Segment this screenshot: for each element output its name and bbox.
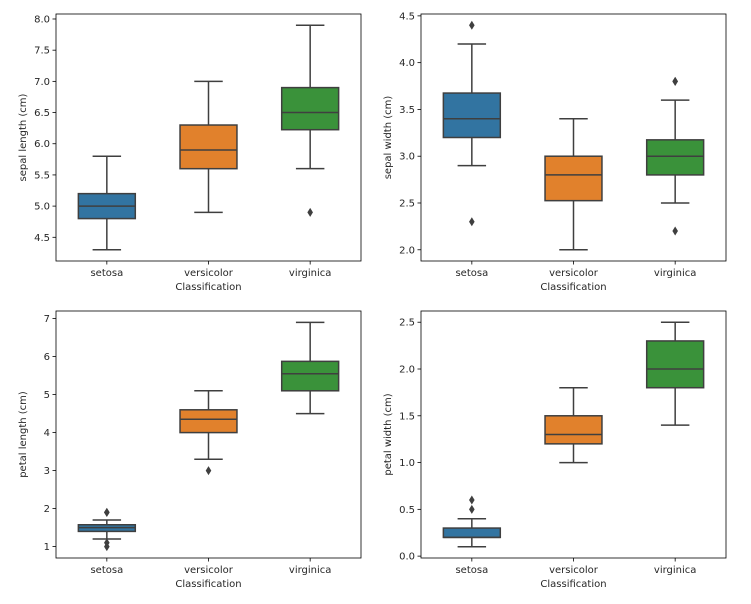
x-tick-label: versicolor [184, 268, 234, 279]
iqr-box [544, 415, 603, 445]
subplot-3: 1 2 3 4 5 6 7 setosa versicolor virginica Classifi… [18, 310, 362, 590]
y-tick-label: 2 [44, 504, 50, 515]
y-tick-label: 2.0 [399, 245, 415, 256]
iqr-box [645, 340, 705, 389]
iqr-box [442, 92, 502, 139]
y-tick-label: 7.5 [34, 46, 50, 57]
iqr-box [442, 527, 502, 539]
x-tick-label: virginica [289, 565, 332, 576]
iqr-box [280, 360, 340, 392]
y-tick-label: 8.0 [34, 14, 50, 25]
x-tick-label: setosa [90, 268, 123, 279]
y-tick-label: 7 [44, 314, 50, 325]
x-axis-label: Classification [175, 579, 241, 590]
y-tick-label: 5 [44, 390, 50, 401]
x-tick-label: versicolor [549, 268, 599, 279]
x-tick-label: versicolor [184, 565, 234, 576]
outlier-point [469, 495, 475, 505]
outlier-point [307, 207, 313, 217]
y-tick-label: 6.5 [34, 108, 50, 119]
outlier-point [672, 226, 678, 236]
x-tick-label: virginica [654, 268, 697, 279]
iqr-box [179, 124, 238, 170]
box-virginica [645, 76, 705, 236]
x-tick-label: setosa [455, 565, 488, 576]
outlier-point [469, 20, 475, 30]
y-tick-label: 2.5 [399, 198, 415, 209]
y-tick-label: 4.5 [399, 11, 415, 22]
box-virginica [280, 24, 340, 217]
outlier-point [104, 542, 110, 552]
y-tick-label: 5.0 [34, 202, 50, 213]
y-tick-label: 2.5 [399, 318, 415, 329]
y-axis-label: sepal length (cm) [18, 93, 29, 181]
y-tick-label: 4.0 [399, 58, 415, 69]
x-axis-label: Classification [540, 579, 606, 590]
y-axis-label: petal width (cm) [383, 393, 394, 475]
x-axis-label: Classification [175, 282, 241, 293]
box-versicolor [544, 118, 603, 251]
y-axis-label: sepal width (cm) [383, 96, 394, 180]
iqr-box [645, 139, 705, 176]
iqr-box [280, 86, 340, 131]
iqr-box [179, 409, 238, 434]
y-tick-label: 6 [44, 352, 50, 363]
y-tick-label: 1.0 [399, 458, 415, 469]
box-virginica [280, 321, 340, 415]
y-tick-label: 0.0 [399, 552, 415, 563]
subplot-4: 0.0 0.5 1.0 1.5 2.0 2.5 setosa versicolor virgin… [383, 310, 727, 590]
x-tick-label: virginica [654, 565, 697, 576]
x-tick-label: versicolor [549, 565, 599, 576]
y-tick-label: 4 [44, 428, 50, 439]
x-axis-label: Classification [540, 282, 606, 293]
y-tick-label: 3.5 [399, 105, 415, 116]
y-axis-label: petal length (cm) [18, 391, 29, 478]
y-tick-label: 3.0 [399, 152, 415, 163]
box-setosa [442, 20, 502, 227]
box-setosa [77, 507, 137, 552]
y-tick-label: 1 [44, 542, 50, 553]
subplot-2: 2.0 2.5 3.0 3.5 4.0 4.5 setosa versicolor virgin… [383, 11, 727, 293]
y-tick-label: 2.0 [399, 365, 415, 376]
y-tick-label: 3 [44, 466, 50, 477]
y-tick-label: 0.5 [399, 505, 415, 516]
y-tick-label: 5.5 [34, 170, 50, 181]
outlier-point [469, 217, 475, 227]
outlier-point [205, 466, 212, 476]
outlier-point [672, 76, 678, 86]
outlier-point [469, 504, 475, 514]
box-setosa [442, 495, 502, 548]
y-tick-label: 1.5 [399, 411, 415, 422]
y-tick-label: 6.0 [34, 139, 50, 150]
box-setosa [77, 155, 137, 251]
box-versicolor [179, 390, 238, 476]
box-versicolor [179, 80, 238, 214]
x-tick-label: setosa [455, 268, 488, 279]
box-virginica [645, 321, 705, 426]
iqr-box [544, 155, 603, 202]
outlier-point [104, 507, 110, 517]
x-tick-label: virginica [289, 268, 332, 279]
x-tick-label: setosa [90, 565, 123, 576]
box-versicolor [544, 386, 603, 464]
y-tick-label: 4.5 [34, 233, 50, 244]
subplot-1: 4.5 5.0 5.5 6.0 6.5 7.0 7.5 8.0 setosa versicolor… [18, 13, 362, 293]
y-tick-label: 7.0 [34, 77, 50, 88]
